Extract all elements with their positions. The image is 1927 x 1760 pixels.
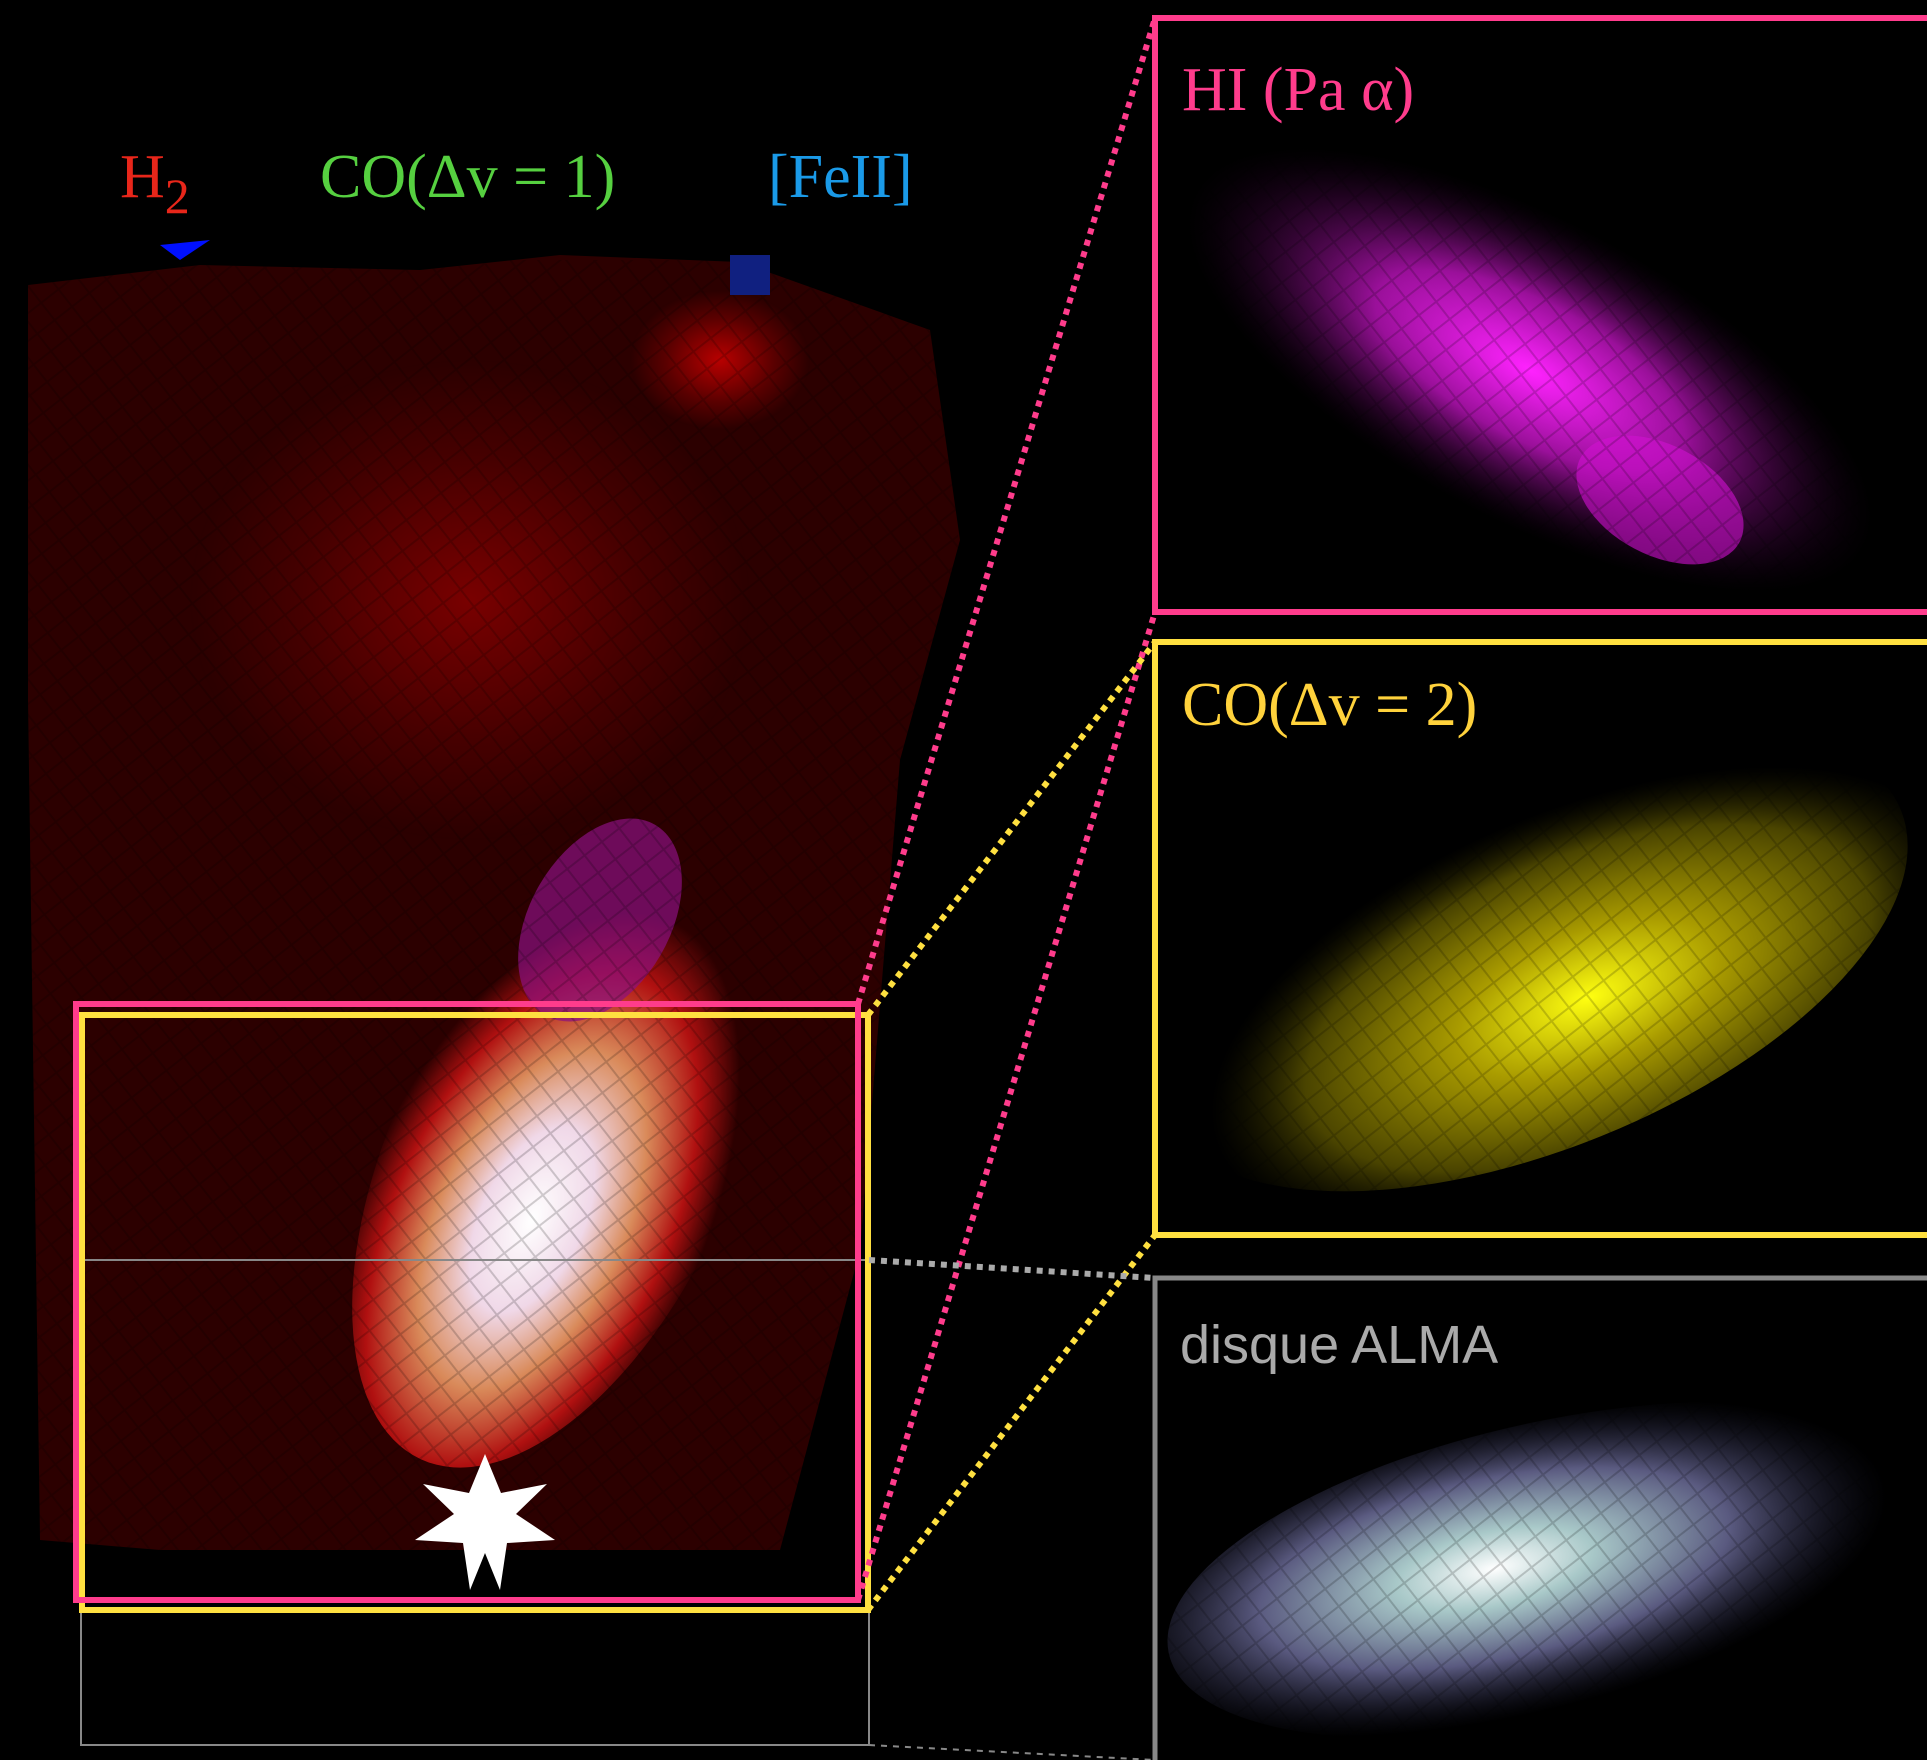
legend-h2-sub: 2 xyxy=(165,168,190,224)
legend-co1: CO(Δv = 1) xyxy=(320,143,615,211)
composite-image xyxy=(28,240,960,1590)
legend-h2: H2 xyxy=(120,143,190,224)
legend-feii: [FeII] xyxy=(768,143,913,211)
panel-label: disque ALMA xyxy=(1180,1315,1498,1375)
figure: H2 CO(Δv = 1) [FeII] HI (Pa α) CO(Δv = 2… xyxy=(0,0,1927,1760)
page: H2 CO(Δv = 1) [FeII] HI (Pa α) CO(Δv = 2… xyxy=(0,0,1927,1760)
panel-label: HI (Pa α) xyxy=(1182,56,1414,124)
legend-h2-base: H xyxy=(120,143,165,211)
panel-label: CO(Δv = 2) xyxy=(1182,671,1477,739)
